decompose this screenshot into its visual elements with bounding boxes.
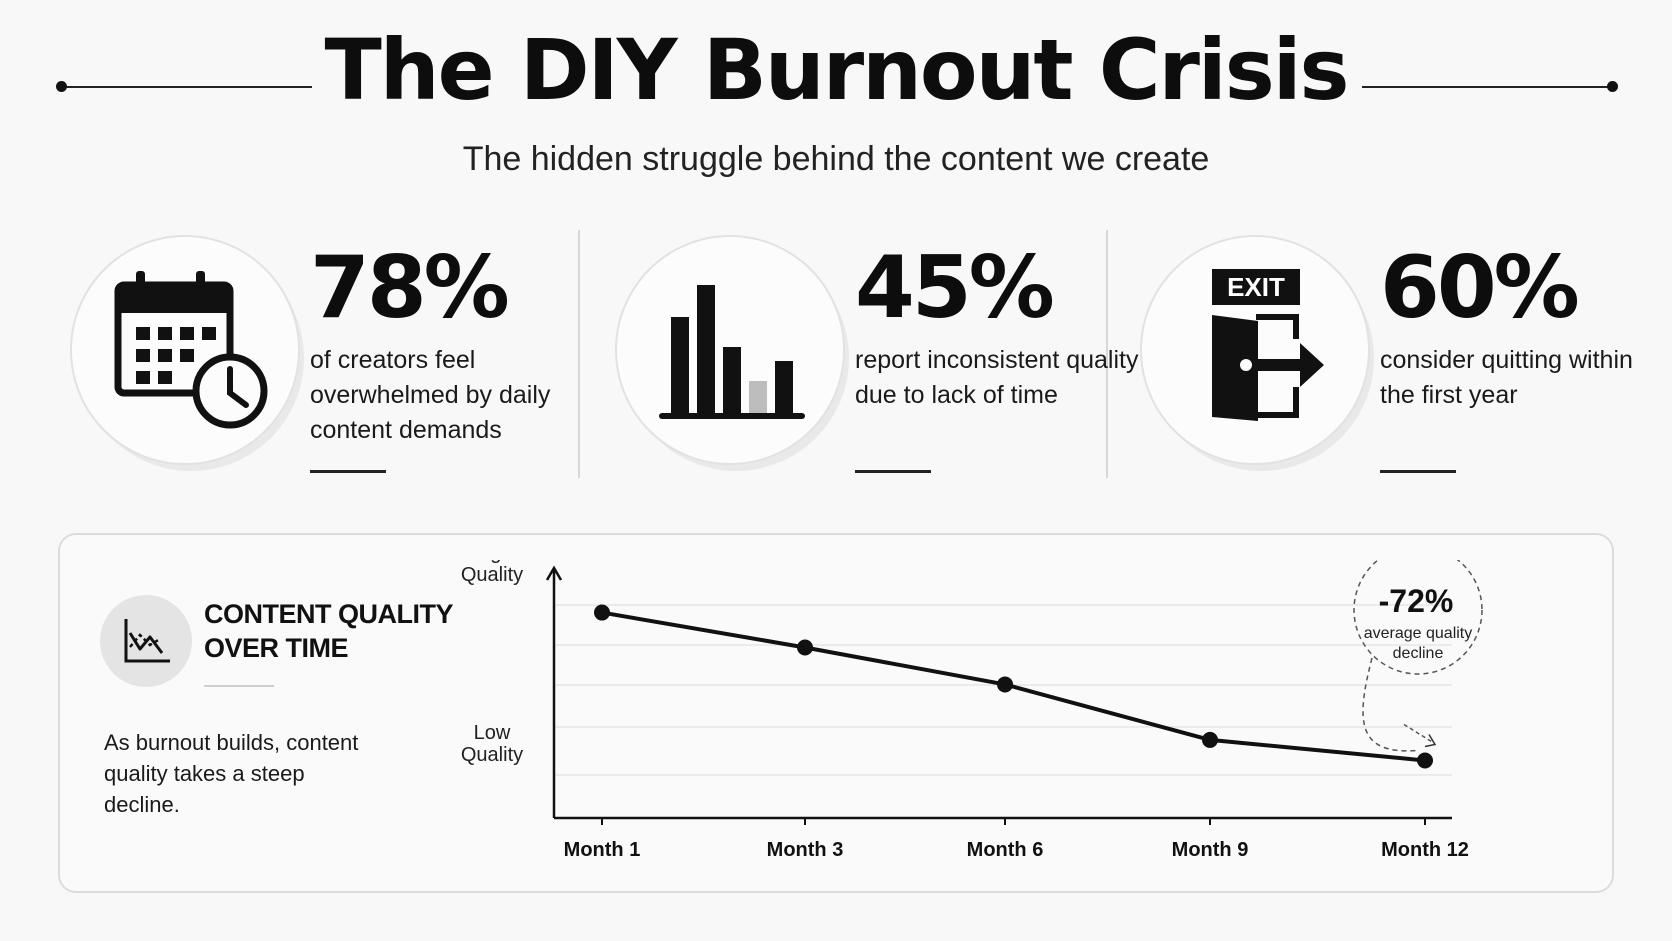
title-rule-right [1362, 86, 1612, 88]
callout-label-line2: decline [1393, 645, 1444, 662]
stat-divider-1 [578, 230, 580, 478]
calendar-clock-icon [114, 271, 268, 429]
stat-value: 78% [310, 238, 510, 338]
stat-description: report inconsistent quality due to lack … [855, 346, 1139, 409]
data-point-1 [594, 604, 610, 621]
stat-card-overwhelmed: 78% of creators feel overwhelmed by dail… [70, 225, 590, 485]
quality-line [601, 610, 1426, 763]
x-label-2: Month 3 [767, 839, 844, 861]
stat-card-quitting: EXIT 60% consider quitting within the fi… [1140, 225, 1660, 485]
page-title: The DIY Burnout Crisis [324, 21, 1350, 119]
stat-value: 45% [855, 238, 1055, 338]
stat-underline [310, 470, 386, 473]
callout-label-line1: average quality [1364, 625, 1473, 642]
x-label-5: Month 12 [1381, 839, 1469, 861]
title-rule-right-dot [1607, 81, 1618, 92]
panel-heading-line2: OVER TIME [204, 633, 349, 663]
exit-door-icon: EXIT [1212, 269, 1324, 421]
stat-divider-2 [1106, 230, 1108, 478]
x-label-3: Month 6 [967, 839, 1044, 861]
callout-pointer [1403, 723, 1434, 744]
stat-description: of creators feel overwhelmed by daily co… [310, 346, 551, 444]
stat-underline [855, 470, 931, 473]
trend-down-icon [124, 619, 170, 663]
x-label-4: Month 9 [1172, 839, 1249, 861]
exit-sign-label: EXIT [1227, 272, 1285, 302]
y-axis-arrow [545, 565, 563, 581]
panel-caption: As burnout builds, content quality takes… [104, 730, 359, 817]
callout-circle [1353, 560, 1483, 675]
callout-value: -72% [1379, 583, 1454, 619]
x-label-1: Month 1 [564, 839, 641, 861]
stat-description: consider quitting within the first year [1380, 346, 1633, 409]
y-label-high-line2: Quality [461, 564, 523, 586]
trend-badge [100, 595, 192, 687]
panel-heading: CONTENT QUALITY OVER TIME [204, 597, 454, 665]
data-point-3 [997, 676, 1013, 693]
callout-arrowhead [1424, 734, 1437, 748]
quality-panel: CONTENT QUALITY OVER TIME As burnout bui… [58, 533, 1614, 893]
title-rule-left-dot [56, 81, 67, 92]
stat-value: 60% [1380, 238, 1580, 338]
data-point-5 [1417, 752, 1433, 769]
header: The DIY Burnout Crisis The hidden strugg… [0, 0, 1672, 190]
page-subtitle: The hidden struggle behind the content w… [462, 140, 1210, 178]
data-point-2 [797, 639, 813, 656]
callout-connector [1362, 657, 1418, 752]
data-point-4 [1202, 731, 1218, 748]
stat-card-inconsistent: 45% report inconsistent quality due to l… [615, 225, 1138, 485]
y-label-high-line1: High [471, 560, 512, 564]
panel-heading-line1: CONTENT QUALITY [204, 599, 454, 629]
title-rule-left [62, 86, 312, 88]
stats-row: 78% of creators feel overwhelmed by dail… [0, 225, 1672, 485]
y-label-low-line2: Quality [461, 744, 523, 766]
y-label-low-line1: Low [474, 722, 511, 744]
panel-rule [204, 685, 274, 687]
stat-underline [1380, 470, 1456, 473]
bar-chart-icon [659, 285, 805, 419]
